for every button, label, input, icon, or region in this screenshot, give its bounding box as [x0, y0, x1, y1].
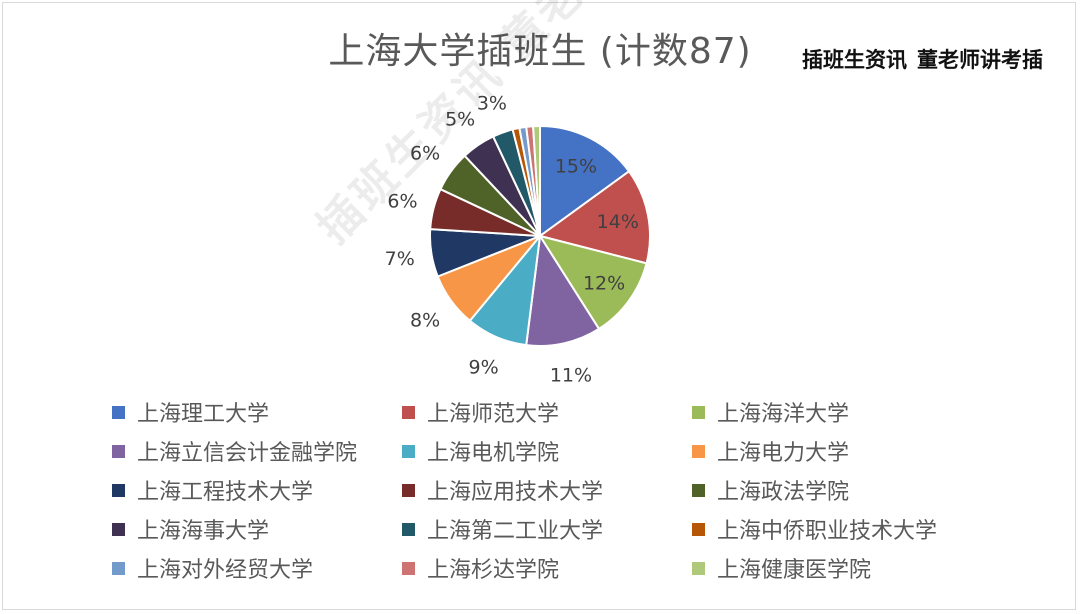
slice-label-7: 6% [387, 191, 417, 213]
slice-label-10: 3% [477, 92, 507, 114]
legend-item-1: 上海师范大学 [402, 396, 559, 428]
legend-swatch [402, 483, 415, 497]
slice-label-6: 7% [385, 248, 415, 270]
legend-label: 上海第二工业大学 [427, 519, 604, 544]
legend-label: 上海中侨职业技术大学 [717, 519, 938, 544]
legend-swatch [692, 522, 705, 536]
legend-item-4: 上海电机学院 [402, 435, 559, 467]
legend-swatch [692, 444, 705, 458]
legend-label: 上海海事大学 [137, 519, 270, 544]
legend-swatch [112, 444, 125, 458]
brand-part-2: 董老师讲考插 [917, 48, 1043, 72]
brand-part-1: 插班生资讯 [802, 48, 907, 72]
legend-item-7: 上海应用技术大学 [402, 474, 603, 506]
legend-label: 上海对外经贸大学 [137, 558, 314, 583]
slice-label-9: 5% [445, 109, 475, 131]
legend-label: 上海电力大学 [717, 441, 850, 466]
legend-swatch [402, 405, 415, 419]
legend-item-11: 上海中侨职业技术大学 [692, 513, 937, 545]
pie-slice-2 [537, 234, 648, 331]
legend-item-5: 上海电力大学 [692, 435, 849, 467]
slice-label-4: 9% [469, 356, 499, 378]
legend-label: 上海应用技术大学 [427, 480, 604, 505]
legend-label: 上海电机学院 [427, 441, 560, 466]
legend-swatch [112, 483, 125, 497]
legend-label: 上海理工大学 [137, 402, 270, 427]
legend-label: 上海工程技术大学 [137, 480, 314, 505]
legend-item-13: 上海杉达学院 [402, 552, 559, 584]
legend-item-3: 上海立信会计金融学院 [112, 435, 357, 467]
legend-swatch [692, 561, 705, 575]
slice-label-5: 8% [410, 309, 440, 331]
legend-swatch [402, 561, 415, 575]
legend-swatch [112, 561, 125, 575]
legend-label: 上海杉达学院 [427, 558, 560, 583]
legend-label: 上海政法学院 [717, 480, 850, 505]
legend-swatch [402, 522, 415, 536]
legend-label: 上海立信会计金融学院 [137, 441, 358, 466]
legend-swatch [112, 405, 125, 419]
slice-label-0: 15% [555, 155, 597, 177]
pie-slice-3 [525, 233, 601, 347]
legend-label: 上海海洋大学 [717, 402, 850, 427]
pie-slice-0 [539, 124, 631, 238]
legend-swatch [692, 483, 705, 497]
pie-slice-14 [532, 124, 541, 237]
slice-label-1: 14% [597, 211, 639, 233]
legend-item-8: 上海政法学院 [692, 474, 849, 506]
legend-swatch [402, 444, 415, 458]
slice-label-2: 12% [583, 273, 625, 295]
legend-item-0: 上海理工大学 [112, 396, 269, 428]
legend-item-14: 上海健康医学院 [692, 552, 871, 584]
brand-label: 插班生资讯 董老师讲考插 [802, 44, 1053, 74]
legend-item-6: 上海工程技术大学 [112, 474, 313, 506]
legend-item-9: 上海海事大学 [112, 513, 269, 545]
pie-slice-1 [537, 169, 651, 265]
legend-item-12: 上海对外经贸大学 [112, 552, 313, 584]
chart-title: 上海大学插班生 (计数87) [328, 31, 752, 72]
legend-item-10: 上海第二工业大学 [402, 513, 603, 545]
slice-label-3: 11% [550, 365, 592, 387]
slice-label-8: 6% [410, 143, 440, 165]
legend-swatch [112, 522, 125, 536]
legend-label: 上海健康医学院 [717, 558, 872, 583]
legend-swatch [692, 405, 705, 419]
legend-label: 上海师范大学 [427, 402, 560, 427]
legend-item-2: 上海海洋大学 [692, 396, 849, 428]
